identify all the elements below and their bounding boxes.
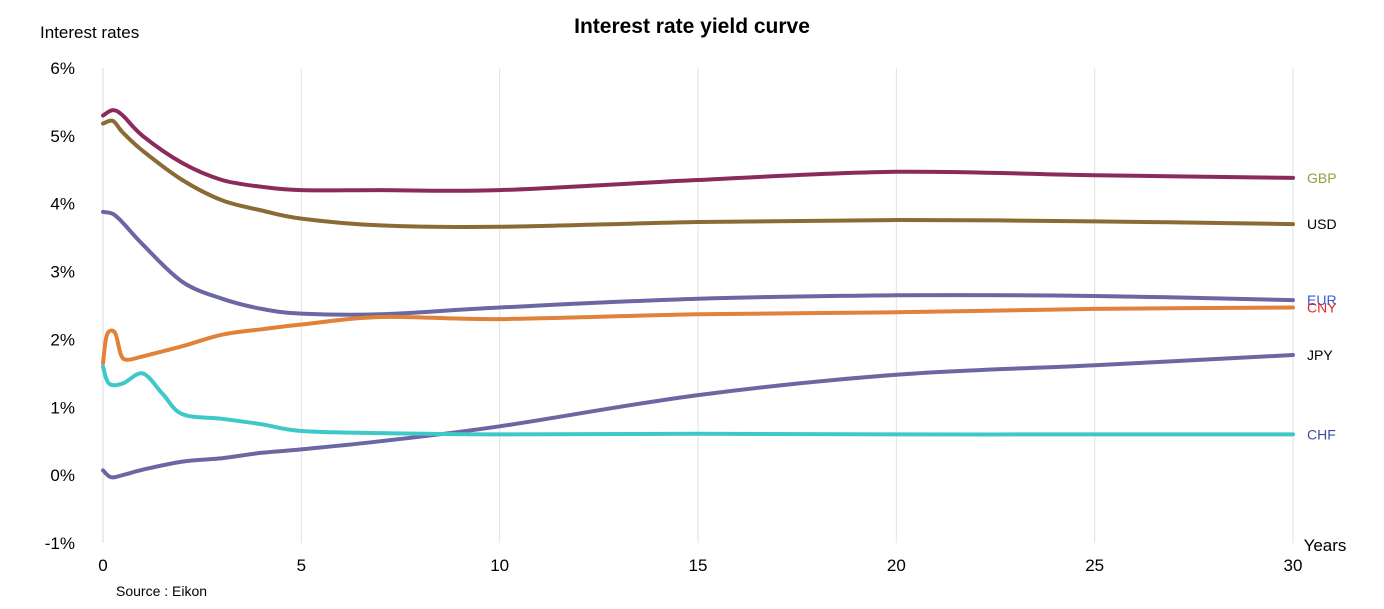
series-label-chf: CHF — [1307, 426, 1336, 442]
y-tick-label: 0% — [50, 466, 75, 485]
y-tick-label: 3% — [50, 263, 75, 282]
y-tick-label: 2% — [50, 330, 75, 349]
y-tick-label: 5% — [50, 127, 75, 146]
series-line-gbp — [101, 108, 1295, 193]
source-note: Source : Eikon — [116, 583, 207, 599]
series-line-jpy — [101, 353, 1295, 480]
x-tick-label: 0 — [98, 556, 107, 575]
series-lines — [101, 108, 1295, 480]
series-label-jpy: JPY — [1307, 347, 1333, 363]
chart-title: Interest rate yield curve — [574, 15, 810, 38]
grid-lines — [102, 68, 1294, 543]
series-line-cny — [101, 305, 1295, 366]
series-label-gbp: GBP — [1307, 170, 1337, 186]
series-line-usd — [101, 118, 1295, 230]
series-line-chf — [101, 364, 1295, 437]
y-axis-label: Interest rates — [40, 23, 139, 42]
series-label-eur: EUR — [1307, 292, 1337, 308]
x-tick-label: 25 — [1085, 556, 1104, 575]
x-axis-label: Years — [1304, 536, 1347, 555]
x-tick-labels: 0 5 10 15 20 25 30 — [98, 556, 1302, 575]
series-label-cny: CNY — [1307, 300, 1337, 316]
y-tick-label: 1% — [50, 398, 75, 417]
y-tick-label: 6% — [50, 59, 75, 78]
x-tick-label: 20 — [887, 556, 906, 575]
x-tick-label: 10 — [490, 556, 509, 575]
series-line-eur — [101, 209, 1295, 317]
series-label-usd: USD — [1307, 216, 1337, 232]
x-tick-label: 5 — [297, 556, 306, 575]
x-tick-label: 15 — [689, 556, 708, 575]
y-tick-label: 4% — [50, 195, 75, 214]
y-tick-label: -1% — [45, 534, 75, 553]
y-tick-labels: -1% 0% 1% 2% 3% 4% 5% 6% — [45, 59, 75, 553]
x-tick-label: 30 — [1284, 556, 1303, 575]
